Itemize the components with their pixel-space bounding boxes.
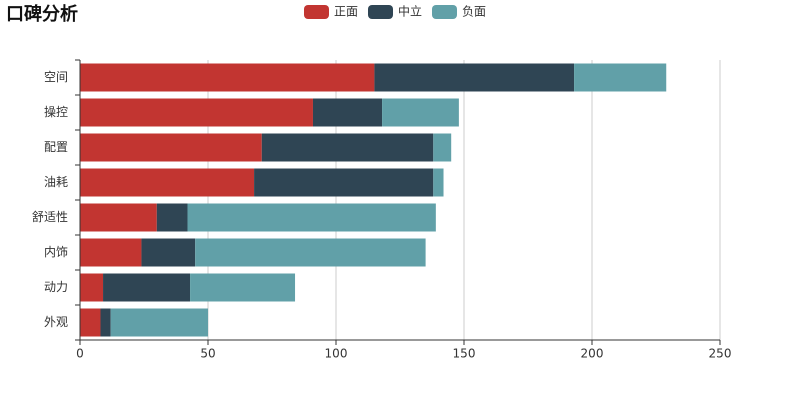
bar <box>382 98 459 127</box>
bar <box>80 63 375 92</box>
bar <box>433 133 452 162</box>
legend-label: 负面 <box>462 5 486 19</box>
bar <box>190 273 296 302</box>
bar <box>80 308 101 337</box>
y-tick-label: 配置 <box>44 140 68 154</box>
bar <box>261 133 434 162</box>
bar <box>80 168 255 197</box>
bar <box>195 238 426 267</box>
bar <box>103 273 191 302</box>
bar <box>433 168 444 197</box>
legend-swatch <box>432 5 457 19</box>
legend-label: 正面 <box>334 5 358 19</box>
x-tick-label: 150 <box>453 347 476 361</box>
y-tick-label: 动力 <box>44 280 68 294</box>
bar <box>156 203 188 232</box>
bar <box>80 98 313 127</box>
bar <box>141 238 196 267</box>
bar <box>574 63 667 92</box>
bar <box>80 238 142 267</box>
y-tick-label: 内饰 <box>44 245 68 259</box>
y-tick-label: 外观 <box>44 315 68 329</box>
y-tick-label: 操控 <box>44 104 68 119</box>
bar <box>110 308 208 337</box>
y-tick-label: 空间 <box>44 70 68 84</box>
bar <box>254 168 434 197</box>
x-tick-label: 0 <box>76 347 84 361</box>
legend-swatch <box>304 5 329 19</box>
y-tick-label: 舒适性 <box>32 210 68 224</box>
bar <box>80 203 157 232</box>
bar <box>312 98 383 127</box>
y-tick-label: 油耗 <box>44 175 68 189</box>
bar <box>80 133 262 162</box>
legend-label: 中立 <box>398 4 422 19</box>
bar <box>100 308 111 337</box>
x-tick-label: 100 <box>325 347 348 361</box>
x-tick-label: 50 <box>200 347 215 361</box>
bar <box>374 63 575 92</box>
bar <box>187 203 436 232</box>
legend-swatch <box>368 5 393 19</box>
x-tick-label: 250 <box>709 347 732 361</box>
bar <box>80 273 104 302</box>
chart-title: 口碑分析 <box>6 3 78 25</box>
x-tick-label: 200 <box>581 347 604 361</box>
